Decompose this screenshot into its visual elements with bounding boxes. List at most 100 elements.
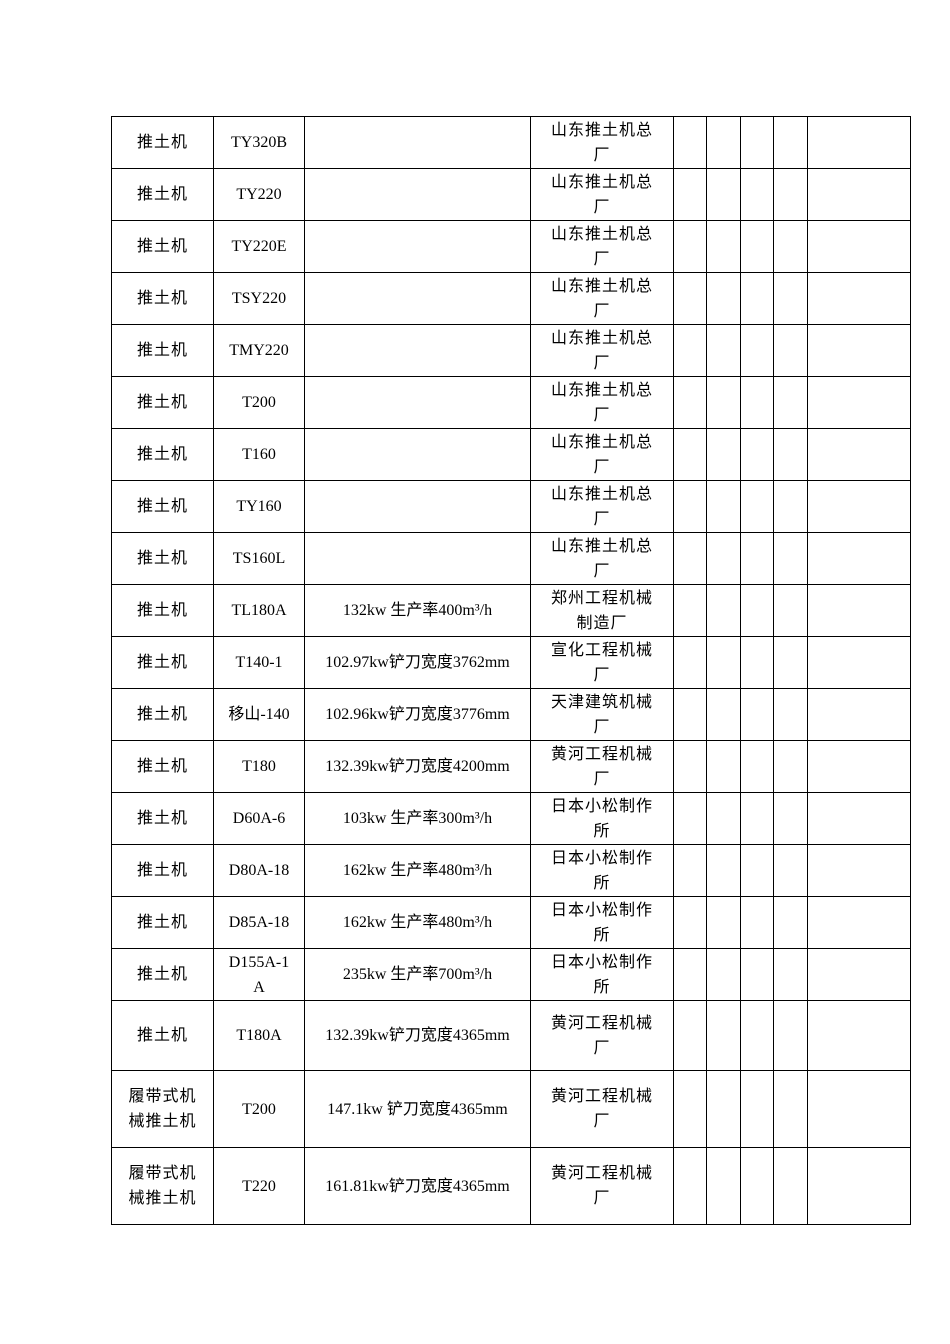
spec-cell: 235kw 生产率700m³/h [304,948,531,1001]
manufacturer-text: 山东推土机总厂 [550,381,653,424]
empty-cell [740,272,774,325]
manufacturer-text: 日本小松制作所 [550,797,653,840]
empty-cell [773,792,808,845]
empty-cell [807,1000,911,1071]
empty-cell [740,1000,774,1071]
table-row: 推土机 TY320B 山东推土机总厂 [111,116,911,169]
table-row: 推土机 T200 山东推土机总厂 [111,376,911,429]
manufacturer-cell: 日本小松制作所 [530,792,674,845]
empty-cell [706,376,741,429]
empty-cell [673,1070,707,1148]
model-cell: TL180A [213,584,305,637]
model-text: TS160L [232,550,286,567]
table-row: 推土机 TL180A 132kw 生产率400m³/h 郑州工程机械制造厂 [111,584,911,637]
equipment-type-text: 履带式机械推土机 [128,1165,197,1207]
spec-cell [304,168,531,221]
model-text: TMY220 [229,342,289,359]
manufacturer-cell: 宣化工程机械厂 [530,636,674,689]
empty-cell [706,948,741,1001]
empty-cell [740,636,774,689]
empty-cell [807,636,911,689]
model-cell: TY220E [213,220,305,273]
empty-cell [706,1000,741,1071]
empty-cell [706,324,741,377]
empty-cell [807,792,911,845]
empty-cell [740,168,774,221]
model-text: T180 [242,758,276,775]
empty-cell [706,480,741,533]
model-text: D155A-1A [228,953,290,996]
model-text: T160 [242,446,276,463]
manufacturer-text: 日本小松制作所 [550,901,653,944]
spec-cell [304,116,531,169]
manufacturer-cell: 黄河工程机械厂 [530,1000,674,1071]
empty-cell [706,1147,741,1225]
empty-cell [773,844,808,897]
empty-cell [807,272,911,325]
empty-cell [673,428,707,481]
table-row: 推土机 TY220E 山东推土机总厂 [111,220,911,273]
equipment-type-text: 推土机 [136,810,188,827]
equipment-type-cell: 推土机 [111,116,214,169]
empty-cell [773,1147,808,1225]
spec-cell: 132.39kw铲刀宽度4200mm [304,740,531,793]
empty-cell [807,376,911,429]
empty-cell [807,1147,911,1225]
equipment-type-text: 推土机 [136,342,188,359]
empty-cell [807,896,911,949]
equipment-type-cell: 推土机 [111,428,214,481]
empty-cell [773,376,808,429]
model-text: 移山-140 [228,706,290,723]
table-row: 推土机 T180 132.39kw铲刀宽度4200mm 黄河工程机械厂 [111,740,911,793]
manufacturer-cell: 郑州工程机械制造厂 [530,584,674,637]
equipment-type-cell: 履带式机械推土机 [111,1147,214,1225]
spec-cell [304,324,531,377]
empty-cell [773,428,808,481]
table-row: 履带式机械推土机 T220 161.81kw铲刀宽度4365mm 黄河工程机械厂 [111,1147,911,1225]
empty-cell [807,688,911,741]
manufacturer-text: 山东推土机总厂 [550,329,653,372]
empty-cell [706,428,741,481]
equipment-type-cell: 推土机 [111,948,214,1001]
empty-cell [740,1070,774,1148]
manufacturer-text: 宣化工程机械厂 [550,641,653,684]
model-cell: D155A-1A [213,948,305,1001]
table-row: 推土机 TS160L 山东推土机总厂 [111,532,911,585]
empty-cell [773,532,808,585]
spec-text: 147.1kw 铲刀宽度4365mm [327,1100,508,1118]
model-text: TY220 [236,186,282,203]
empty-cell [706,1070,741,1148]
manufacturer-text: 山东推土机总厂 [550,225,653,268]
equipment-type-cell: 推土机 [111,688,214,741]
empty-cell [706,844,741,897]
spec-cell [304,532,531,585]
manufacturer-cell: 黄河工程机械厂 [530,1070,674,1148]
equipment-type-cell: 推土机 [111,220,214,273]
empty-cell [740,740,774,793]
manufacturer-cell: 日本小松制作所 [530,844,674,897]
empty-cell [673,636,707,689]
empty-cell [673,116,707,169]
empty-cell [773,688,808,741]
manufacturer-cell: 山东推土机总厂 [530,168,674,221]
empty-cell [673,272,707,325]
empty-cell [807,480,911,533]
table-row: 推土机 D155A-1A 235kw 生产率700m³/h 日本小松制作所 [111,948,911,1001]
empty-cell [673,324,707,377]
empty-cell [773,220,808,273]
model-text: T180A [236,1027,282,1044]
equipment-type-text: 推土机 [136,446,188,463]
equipment-type-text: 推土机 [136,914,188,931]
model-text: TSY220 [231,290,287,307]
empty-cell [673,220,707,273]
model-text: T220 [242,1177,276,1195]
empty-cell [673,1147,707,1225]
equipment-type-cell: 推土机 [111,168,214,221]
empty-cell [807,532,911,585]
empty-cell [673,792,707,845]
empty-cell [706,792,741,845]
model-cell: T180 [213,740,305,793]
table-row: 推土机 T160 山东推土机总厂 [111,428,911,481]
spec-cell [304,376,531,429]
empty-cell [673,948,707,1001]
